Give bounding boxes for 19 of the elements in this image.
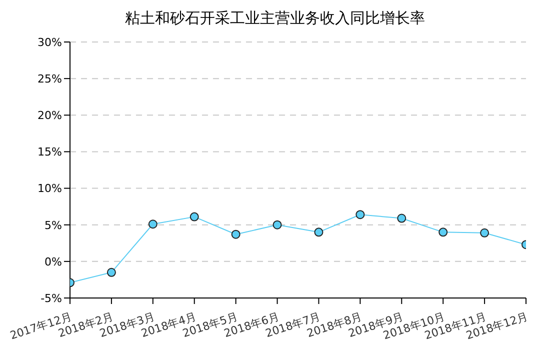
point: [106, 268, 116, 277]
point: [480, 228, 490, 238]
y-tick-label: 15%: [38, 146, 62, 159]
y-tick-label: 25%: [38, 72, 62, 86]
y-tick-label: 10%: [38, 182, 62, 196]
point: [190, 212, 199, 222]
y-tick-label: -5%: [40, 292, 62, 305]
y-tick-label: 20%: [38, 109, 62, 122]
y-tick-label: 0%: [44, 255, 62, 268]
chart-title: 粘土和砂石开采工业主营业务收入同比增长率: [124, 8, 426, 29]
point: [356, 210, 365, 220]
point: [272, 220, 282, 230]
point: [397, 214, 406, 223]
y-tick-label: 5%: [44, 218, 62, 232]
y-tick-label: 30%: [38, 36, 62, 49]
point: [148, 220, 158, 229]
point: [314, 228, 324, 237]
point: [438, 228, 448, 237]
point: [231, 230, 240, 239]
